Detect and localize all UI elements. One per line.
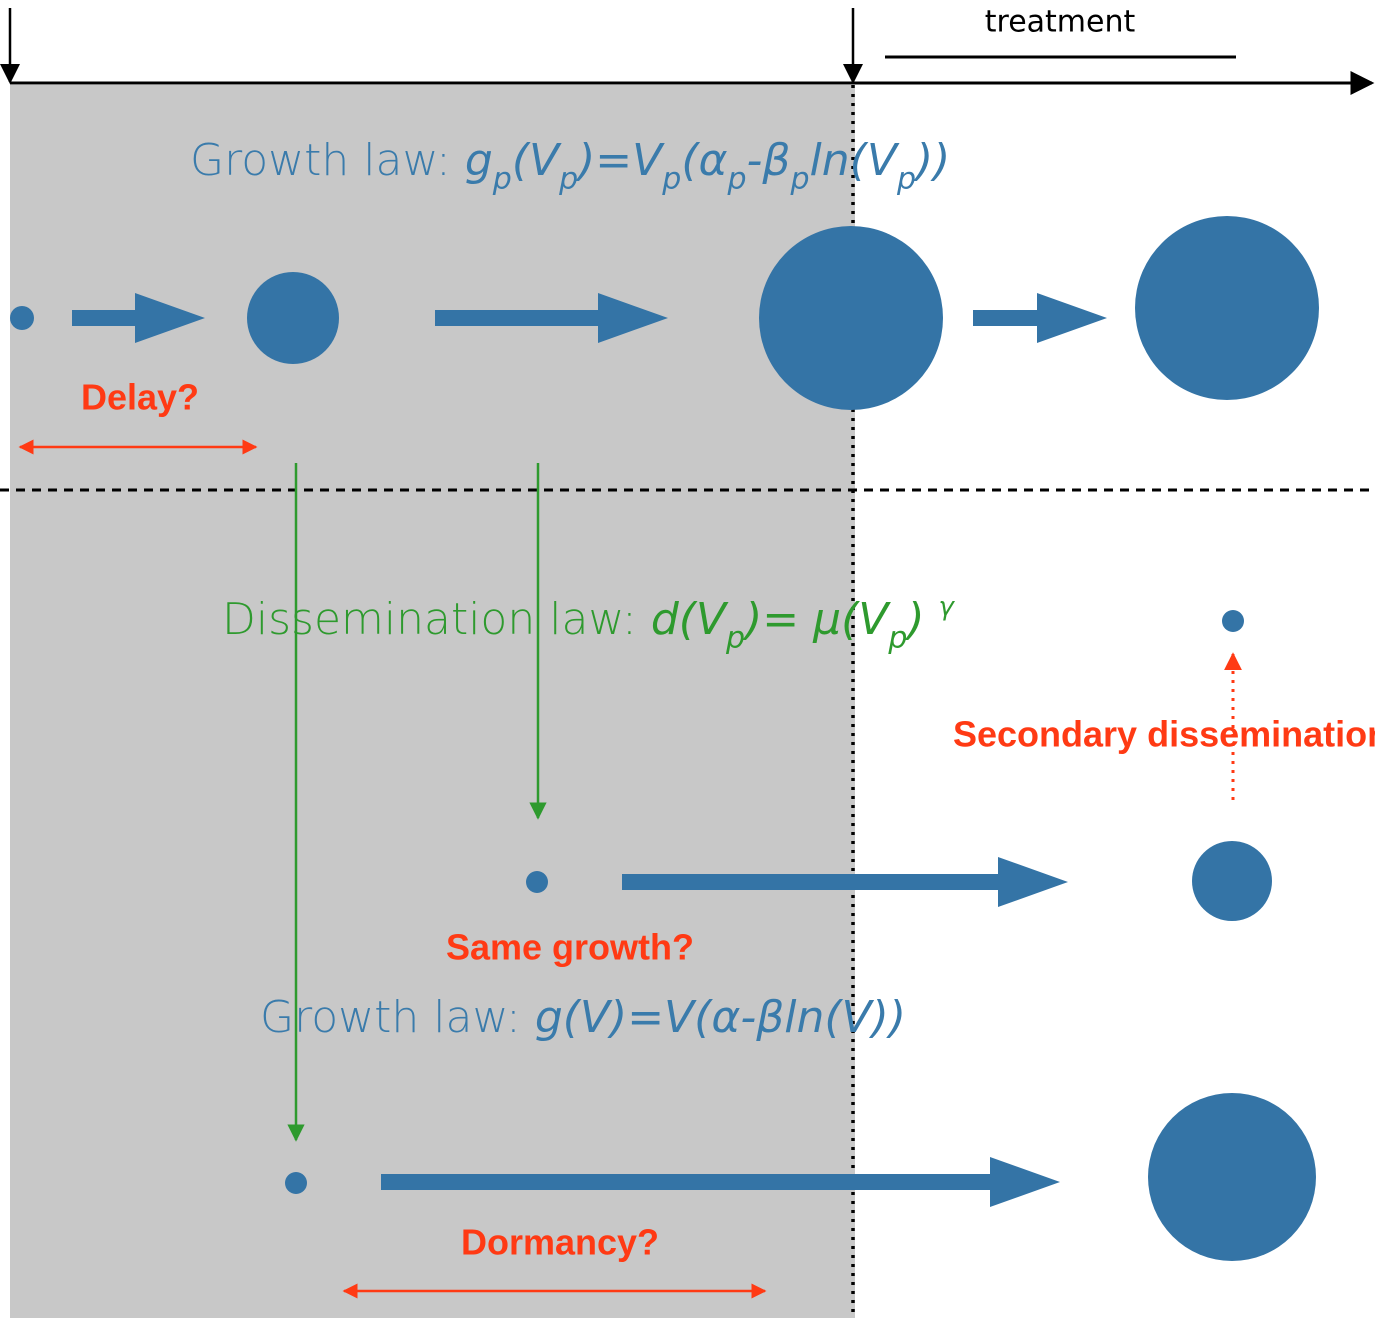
formula-part: p (790, 162, 810, 197)
same-growth-label: Same growth? (446, 927, 694, 968)
formula-part: p (492, 162, 512, 197)
formula-part: g(V)=V(α-βln(V)) (535, 992, 906, 1043)
growth-arrow (622, 857, 1068, 907)
formula-part: )= μ(V (742, 594, 891, 645)
formula-part: )) (913, 135, 950, 186)
tumor (1192, 841, 1272, 921)
formula-part: p (558, 162, 578, 197)
dormancy-label: Dormancy? (461, 1222, 659, 1263)
formula-part: d(V (651, 594, 729, 645)
law-text: Dissemination law: d(Vp)= μ(Vp) γ (222, 592, 956, 657)
treatment-label: treatment (985, 5, 1136, 40)
law-label: Growth law: (260, 992, 535, 1043)
growth-arrow (435, 293, 668, 343)
formula-part: p (725, 621, 745, 656)
tumor (1135, 216, 1319, 400)
tumor (759, 226, 943, 410)
secondary-label: Secondary dissemination? (953, 714, 1375, 755)
formula-part: p (726, 162, 746, 197)
formula-part: p (887, 621, 907, 656)
formula-part: (V (512, 135, 562, 186)
tumor (10, 306, 34, 330)
tumor (285, 1172, 307, 1194)
formula-part: p (896, 162, 916, 197)
formula-part: (α (681, 135, 727, 186)
tumor (526, 871, 548, 893)
growth-arrow (381, 1157, 1060, 1207)
law-label: Growth law: (190, 135, 465, 186)
tumor (247, 272, 339, 364)
law-label: Dissemination law: (222, 594, 651, 645)
law-text: Growth law: g(V)=V(α-βln(V)) (260, 992, 906, 1043)
formula-part: g (465, 135, 493, 186)
formula-part: p (661, 162, 681, 197)
formula-part: ) (904, 594, 938, 645)
tumor (1222, 610, 1244, 632)
formula-part: )=V (575, 135, 665, 186)
formula-part: -β (747, 135, 791, 186)
formula-part: ln(V (810, 135, 900, 186)
growth-arrow (72, 293, 205, 343)
law-text: Growth law: gp(Vp)=Vp(αp-βpln(Vp)) (190, 135, 950, 197)
pre-treatment-region (10, 85, 855, 1318)
delay-label: Delay? (81, 377, 199, 418)
growth-arrow (973, 293, 1107, 343)
formula-part: γ (939, 592, 956, 622)
tumor (1148, 1093, 1316, 1261)
